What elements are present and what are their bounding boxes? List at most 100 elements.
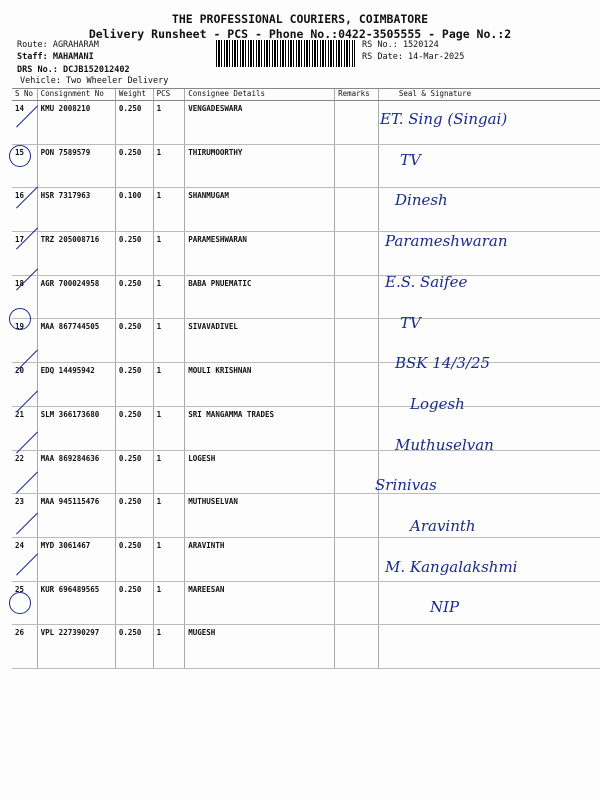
- consignee-name: SHANMUGAM: [184, 187, 335, 233]
- signature-cell: [377, 144, 600, 189]
- table-row: 25 KUR 696489565 0.250 1 MAREESAN: [12, 581, 600, 626]
- pieces: 1: [152, 581, 185, 626]
- remarks: [334, 362, 379, 407]
- consignment-number: KUR 696489565: [36, 581, 116, 626]
- serial-number: 22: [12, 450, 38, 495]
- table-row: 24 MYD 3061467 0.250 1 ARAVINTH: [12, 537, 600, 582]
- remarks: [334, 187, 379, 233]
- remarks: [334, 624, 379, 669]
- col-signature: Seal & Signature: [377, 88, 600, 101]
- consignment-number: MAA 867744505: [36, 318, 116, 364]
- remarks: [334, 450, 379, 495]
- remarks: [334, 406, 379, 451]
- consignee-name: MUTHUSELVAN: [184, 493, 335, 538]
- consignee-name: SIVAVADIVEL: [184, 318, 335, 364]
- signature-cell: [377, 537, 600, 582]
- consignee-name: LOGESH: [184, 450, 335, 495]
- col-consignee: Consignee Details: [184, 88, 335, 101]
- consignment-number: MAA 869284636: [36, 450, 116, 495]
- weight: 0.250: [114, 231, 154, 276]
- signature-cell: [377, 450, 600, 495]
- pieces: 1: [152, 624, 185, 669]
- consignee-name: PARAMESHWARAN: [184, 231, 335, 276]
- signature-cell: [377, 362, 600, 407]
- handwritten-signature: M. Kangalakshmi: [385, 557, 518, 576]
- consignment-number: AGR 700024958: [36, 275, 116, 320]
- runsheet-subtitle: Delivery Runsheet - PCS - Phone No.:0422…: [88, 27, 512, 41]
- remarks: [334, 275, 379, 320]
- signature-cell: [377, 624, 600, 669]
- weight: 0.250: [114, 624, 154, 669]
- serial-number: 21: [12, 406, 38, 451]
- staff: Staff: MAHAMANI: [17, 52, 94, 62]
- rs-number: RS No.: 1520124: [362, 40, 439, 50]
- weight: 0.250: [114, 581, 154, 626]
- handwritten-signature: Parameshwaran: [385, 232, 508, 251]
- consignment-number: EDQ 14495942: [36, 362, 116, 407]
- rs-date: RS Date: 14-Mar-2025: [362, 52, 465, 62]
- pieces: 1: [152, 275, 185, 320]
- weight: 0.100: [114, 187, 154, 233]
- table-row: 21 SLM 366173680 0.250 1 SRI MANGAMMA TRADES: [12, 406, 600, 451]
- circle-mark: [9, 592, 31, 615]
- table-row: 19 MAA 867744505 0.250 1 SIVAVADIVEL: [12, 318, 600, 364]
- consignment-number: PON 7589579: [36, 144, 116, 189]
- consignee-name: MOULI KRISHNAN: [184, 362, 335, 407]
- consignment-table: S No Consignment No Weight PCS Consignee…: [12, 88, 600, 669]
- signature-cell: [377, 581, 600, 626]
- table-row: 17 TRZ 205008716 0.250 1 PARAMESHWARAN: [12, 231, 600, 276]
- table-row: 18 AGR 700024958 0.250 1 BABA PNUEMATIC: [12, 275, 600, 320]
- handwritten-signature: ET. Sing (Singai): [380, 110, 508, 128]
- table-row: 22 MAA 869284636 0.250 1 LOGESH: [12, 450, 600, 495]
- weight: 0.250: [114, 493, 154, 538]
- serial-number: 20: [12, 362, 38, 407]
- table-row: 23 MAA 945115476 0.250 1 MUTHUSELVAN: [12, 493, 600, 538]
- weight: 0.250: [114, 537, 154, 582]
- consignee-name: MUGESH: [184, 624, 335, 669]
- handwritten-signature: Muthuselvan: [395, 435, 494, 454]
- weight: 0.250: [114, 406, 154, 451]
- barcode: [216, 40, 355, 67]
- signature-cell: [377, 231, 600, 276]
- weight: 0.250: [114, 144, 154, 189]
- consignment-number: TRZ 205008716: [36, 231, 116, 276]
- consignment-number: MAA 945115476: [36, 493, 116, 538]
- consignment-number: HSR 7317963: [36, 187, 116, 233]
- serial-number: 16: [12, 187, 38, 233]
- consignee-name: ARAVINTH: [184, 537, 335, 582]
- table-row: 20 EDQ 14495942 0.250 1 MOULI KRISHNAN: [12, 362, 600, 407]
- consignee-name: THIRUMOORTHY: [184, 144, 335, 189]
- serial-number: 14: [12, 100, 38, 145]
- col-remarks: Remarks: [334, 88, 379, 101]
- handwritten-signature: NIP: [430, 598, 460, 617]
- signature-cell: [377, 406, 600, 451]
- handwritten-signature: BSK 14/3/25: [395, 354, 491, 373]
- handwritten-signature: Srinivas: [375, 476, 437, 495]
- handwritten-signature: TV: [400, 313, 421, 332]
- consignee-name: MAREESAN: [184, 581, 335, 626]
- consignee-name: SRI MANGAMMA TRADES: [184, 406, 335, 451]
- pieces: 1: [152, 537, 185, 582]
- weight: 0.250: [114, 362, 154, 407]
- signature-cell: [377, 493, 600, 538]
- weight: 0.250: [114, 450, 154, 495]
- handwritten-signature: TV: [400, 150, 421, 169]
- consignment-number: KMU 2008210: [36, 100, 116, 145]
- serial-number: 23: [12, 493, 38, 538]
- circle-mark: [9, 144, 31, 167]
- remarks: [334, 144, 379, 189]
- consignee-name: VENGADESWARA: [184, 100, 335, 145]
- remarks: [334, 493, 379, 538]
- col-consignment: Consignment No: [36, 88, 116, 101]
- weight: 0.250: [114, 275, 154, 320]
- table-row: 14 KMU 2008210 0.250 1 VENGADESWARA: [12, 100, 600, 145]
- pieces: 1: [152, 231, 185, 276]
- remarks: [334, 537, 379, 582]
- table-header: S No Consignment No Weight PCS Consignee…: [12, 88, 600, 101]
- route: Route: AGRAHARAM: [17, 40, 99, 50]
- table-row: 15 PON 7589579 0.250 1 THIRUMOORTHY: [12, 144, 600, 189]
- signature-cell: [377, 187, 600, 233]
- signature-cell: [377, 275, 600, 320]
- consignment-number: SLM 366173680: [36, 406, 116, 451]
